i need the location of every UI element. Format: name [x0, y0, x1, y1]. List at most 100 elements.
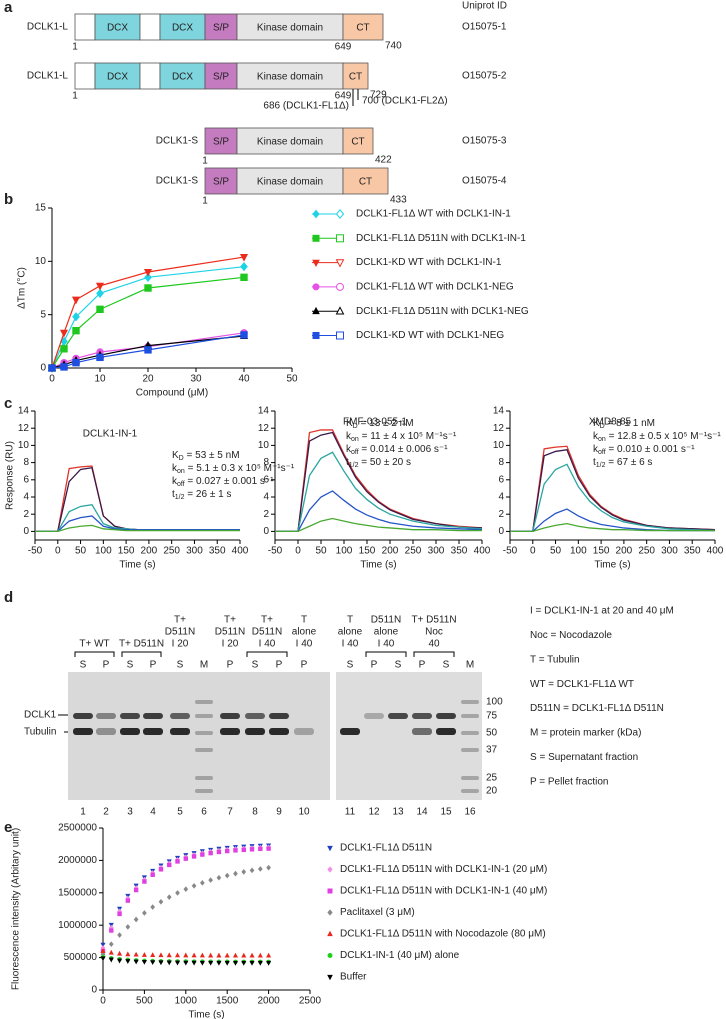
series-line — [275, 490, 483, 533]
gel-band — [96, 713, 116, 719]
legend-marker — [327, 888, 333, 894]
data-point — [150, 960, 156, 966]
x-tick-label: 2500 — [299, 996, 322, 1007]
annotation-symbol: t — [172, 489, 175, 500]
panel-label: a — [4, 0, 13, 16]
series-line — [275, 431, 483, 533]
annotation-subscript: 1/2 — [175, 494, 185, 501]
domain-label: DCX — [172, 23, 193, 34]
x-tick-label: -50 — [503, 546, 518, 557]
panel-label: d — [4, 589, 13, 606]
x-tick-label: -50 — [28, 546, 43, 557]
legend-label: DCLK1-FL1Δ WT with DCLK1-IN-1 — [356, 209, 511, 220]
data-point — [174, 960, 181, 966]
annotation-subscript: on — [598, 436, 606, 443]
definition: M = protein marker (kDa) — [530, 728, 641, 739]
lane-group-label: Noc — [425, 627, 443, 638]
annotation-subscript: on — [177, 468, 185, 475]
data-point — [117, 932, 122, 938]
lane-group-label: I 40 — [342, 639, 359, 650]
data-point — [240, 273, 248, 282]
legend-marker — [312, 209, 320, 219]
lane-group-label: I 20 — [222, 639, 239, 650]
data-point — [144, 346, 152, 354]
data-point — [133, 959, 139, 965]
series-line — [510, 522, 715, 533]
y-tick-label: 1500000 — [58, 887, 97, 898]
annotation-symbol: t — [346, 457, 349, 468]
lane-group-label: T — [301, 615, 307, 626]
annotation-symbol: k — [593, 444, 599, 455]
domain-label: Kinase domain — [257, 137, 323, 148]
gel-band — [143, 728, 163, 735]
data-point — [183, 960, 189, 966]
x-tick-label: 150 — [359, 546, 376, 557]
lane-number: 8 — [252, 807, 258, 818]
annotation: t1/2 = 50 ± 20 s — [346, 457, 411, 470]
lane-group-label: I 40 — [259, 639, 276, 650]
marker-band — [195, 700, 213, 704]
legend-label: DCLK1-FL1Δ D511N with DCLK1-IN-1 (20 μM) — [340, 864, 547, 875]
data-point — [240, 262, 248, 272]
data-point — [208, 877, 213, 883]
series-line — [35, 504, 240, 533]
lane-group-label: T+ WT — [79, 639, 109, 650]
definition: D511N = DCLK1-FL1Δ D511N — [530, 703, 664, 714]
annotation: KD = 13 ± 2 nM — [346, 418, 414, 431]
data-point — [224, 960, 230, 966]
series-line — [275, 517, 482, 533]
x-tick-label: 50 — [550, 546, 562, 557]
data-point — [144, 272, 152, 282]
data-point — [125, 924, 131, 930]
gel-band — [120, 713, 140, 719]
annotation-symbol: k — [593, 431, 599, 442]
data-point — [71, 296, 81, 305]
x-tick-label: 50 — [315, 546, 327, 557]
domain-label: CT — [356, 23, 369, 34]
lane-number: 6 — [201, 807, 207, 818]
marker-band — [461, 789, 479, 793]
data-point — [249, 847, 255, 852]
lane-letter: P — [419, 660, 426, 671]
lane-letter: M — [466, 660, 474, 671]
uniprot-id: O15075-3 — [462, 136, 507, 147]
data-point — [96, 305, 104, 314]
construct-name: DCLK1-L — [27, 71, 69, 82]
annotation-value: = 50 ± 20 s — [359, 457, 411, 468]
y-tick-label: 2 — [263, 509, 269, 520]
data-point — [216, 874, 222, 881]
residue-kinase-end: 649 — [335, 42, 352, 53]
data-point — [48, 364, 56, 372]
y-tick-label: 15 — [35, 203, 47, 214]
data-point — [117, 958, 123, 964]
y-axis-label: ΔTm (°C) — [17, 267, 28, 309]
data-point — [59, 329, 69, 338]
x-tick-label: 0 — [295, 546, 301, 557]
annotation-value: = 13 ± 2 nM — [358, 418, 414, 429]
marker-band — [461, 776, 479, 780]
lane-number: 1 — [80, 807, 86, 818]
domain-label: S/P — [213, 137, 229, 148]
x-tick-label: 20 — [142, 374, 154, 385]
y-tick-label: 14 — [493, 406, 505, 417]
lane-letter: S — [395, 660, 402, 671]
construct-name: DCLK1-S — [156, 176, 199, 187]
gel-band — [96, 728, 116, 735]
data-point — [224, 952, 230, 958]
domain-box — [342, 13, 384, 41]
y-tick-label: 12 — [18, 423, 30, 434]
legend-label: DCLK1-FL1Δ WT with DCLK1-NEG — [356, 282, 514, 293]
x-tick-label: 500 — [136, 996, 153, 1007]
gel-band — [245, 728, 265, 735]
bracket — [121, 651, 162, 657]
x-tick-label: 0 — [49, 374, 55, 385]
marker-band — [461, 748, 479, 752]
legend-marker — [312, 283, 320, 291]
data-point — [183, 952, 189, 958]
data-point — [108, 957, 114, 963]
definition: P = Pellet fraction — [530, 776, 608, 787]
data-point — [174, 952, 181, 958]
legend-label: DCLK1-KD WT with DCLK1-IN-1 — [356, 257, 502, 268]
data-point — [200, 879, 205, 886]
